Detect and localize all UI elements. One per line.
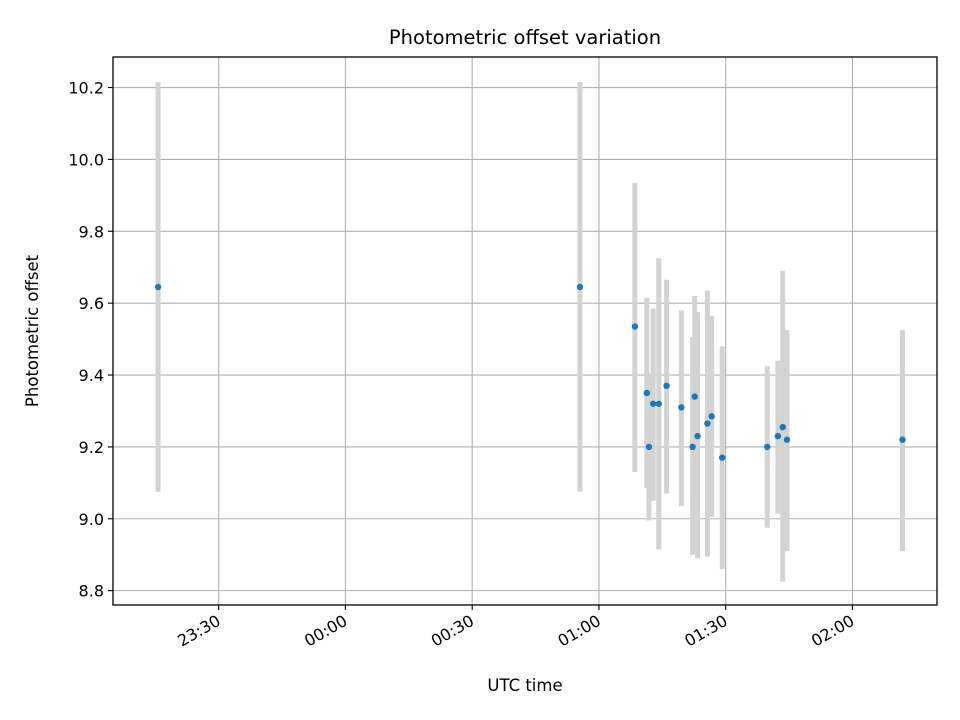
data-point xyxy=(704,420,711,427)
data-point xyxy=(631,323,639,330)
plot-area-frame xyxy=(112,56,938,606)
data-point xyxy=(899,436,906,443)
data-point xyxy=(649,400,657,407)
y-tick-label: 8.8 xyxy=(79,582,104,601)
grid xyxy=(113,57,937,605)
data-point xyxy=(154,283,162,291)
data-point xyxy=(689,443,696,451)
chart-title: Photometric offset variation xyxy=(389,26,661,49)
y-axis-title: Photometric offset xyxy=(23,254,42,407)
data-point xyxy=(708,413,715,420)
y-tick-label: 10.2 xyxy=(68,79,104,98)
data-points xyxy=(154,283,906,461)
y-tick-label: 9.2 xyxy=(79,438,104,457)
data-point xyxy=(764,443,771,451)
y-axis-ticks: 8.8 9.0 9.2 9.4 9.6 9.8 10.0 10.2 xyxy=(68,79,113,601)
data-point xyxy=(678,404,685,411)
x-axis-title: UTC time xyxy=(487,676,562,695)
y-tick-label: 10.0 xyxy=(68,150,104,169)
y-tick-label: 9.8 xyxy=(79,222,104,241)
data-point xyxy=(774,432,782,440)
y-tick-label: 9.0 xyxy=(79,510,104,529)
data-point xyxy=(783,436,791,443)
data-point xyxy=(643,389,651,397)
data-point xyxy=(576,283,584,291)
data-point xyxy=(645,443,653,451)
y-tick-label: 9.6 xyxy=(79,294,104,313)
data-point xyxy=(694,432,701,440)
data-point xyxy=(779,423,786,431)
data-point xyxy=(655,400,663,407)
data-point xyxy=(663,382,670,389)
data-point xyxy=(691,393,698,400)
y-tick-label: 9.4 xyxy=(79,366,104,385)
data-point xyxy=(718,454,726,461)
